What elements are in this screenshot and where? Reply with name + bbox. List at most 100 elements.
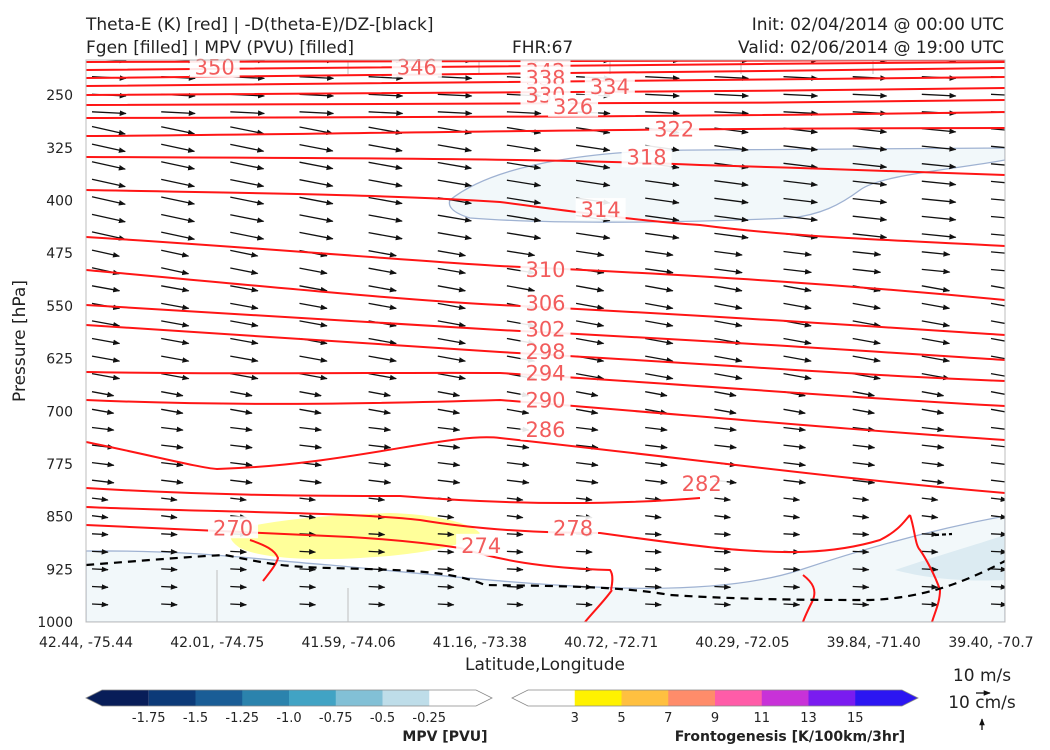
wind-vector bbox=[230, 110, 265, 116]
wind-vector bbox=[783, 531, 801, 538]
wind-vector bbox=[368, 179, 403, 188]
theta-e-line bbox=[86, 324, 1005, 382]
wind-vector bbox=[506, 496, 524, 503]
wind-vector bbox=[852, 444, 876, 450]
wind-vector bbox=[645, 179, 680, 188]
wind-vector bbox=[921, 285, 951, 293]
wind-vector bbox=[161, 496, 178, 503]
wind-vector bbox=[575, 408, 599, 415]
wind-vector bbox=[783, 584, 801, 590]
colorbar-cell bbox=[289, 690, 337, 706]
wind-vector bbox=[714, 268, 743, 275]
x-tick-label: 40.29, -72.05 bbox=[695, 635, 789, 651]
wind-vector bbox=[921, 268, 951, 275]
theta-e-label-bg bbox=[520, 417, 571, 440]
wind-vector bbox=[91, 461, 115, 468]
wind-vector bbox=[299, 110, 335, 116]
wind-vector bbox=[161, 514, 178, 520]
wind-vector bbox=[645, 285, 674, 293]
wind-vector bbox=[783, 110, 819, 116]
wind-vector bbox=[852, 162, 888, 170]
wind-vector bbox=[161, 337, 190, 346]
wind-vector bbox=[368, 408, 391, 415]
colorbar-tick-label: -1.0 bbox=[276, 711, 301, 726]
title-left-line2: Fgen [filled] | MPV (PVU) [filled] bbox=[86, 38, 355, 58]
colorbar-cell bbox=[808, 690, 856, 706]
wind-vector bbox=[645, 232, 680, 240]
wind-vector bbox=[645, 320, 674, 328]
theta-e-label-bg bbox=[676, 472, 727, 495]
wind-vector bbox=[576, 250, 605, 258]
wind-vector bbox=[645, 444, 668, 450]
wind-vector bbox=[783, 92, 819, 99]
colorbar-cell bbox=[382, 690, 430, 706]
theta-e-labels: 3503463423383343303263223183143103063022… bbox=[189, 55, 727, 558]
wind-vector bbox=[161, 531, 178, 538]
forecast-hour: FHR:67 bbox=[512, 38, 574, 58]
wind-vector bbox=[437, 267, 467, 275]
wind-vector bbox=[230, 196, 265, 206]
wind-vector bbox=[576, 179, 611, 188]
wind-vector bbox=[645, 514, 662, 520]
wind-vector bbox=[645, 391, 668, 398]
y-tick-label: 775 bbox=[46, 457, 73, 473]
wind-vector bbox=[852, 268, 882, 275]
wind-vector bbox=[506, 479, 530, 485]
wind-vector bbox=[921, 444, 945, 450]
theta-e-label: 306 bbox=[525, 291, 565, 315]
wind-vector bbox=[852, 145, 888, 152]
wind-vector bbox=[437, 372, 466, 381]
wind-vector bbox=[575, 391, 599, 398]
wind-vector bbox=[852, 320, 881, 328]
wind-vector bbox=[714, 549, 732, 555]
wind-vector bbox=[783, 268, 812, 275]
wind-vector bbox=[990, 93, 1005, 96]
wind-vector bbox=[95, 60, 127, 64]
wind-vector bbox=[299, 196, 334, 206]
wind-vector bbox=[161, 110, 196, 116]
wind-vector bbox=[437, 337, 466, 346]
wind-vector bbox=[299, 391, 322, 398]
wind-vector bbox=[299, 302, 328, 311]
colorbar-cell bbox=[715, 690, 763, 706]
wind-vector bbox=[645, 250, 674, 257]
wind-vector bbox=[506, 514, 524, 520]
wind-vector bbox=[299, 479, 322, 485]
x-tick-label: 41.59, -74.06 bbox=[302, 635, 396, 651]
wind-vector bbox=[506, 250, 536, 258]
wind-vector bbox=[161, 143, 196, 153]
wind-vector bbox=[230, 126, 265, 136]
wind-vector bbox=[990, 163, 1005, 166]
wind-vector bbox=[921, 408, 945, 415]
wind-vector bbox=[230, 302, 259, 311]
wind-vector bbox=[852, 233, 888, 240]
colorbar-cell bbox=[242, 690, 290, 706]
wind-vector bbox=[437, 144, 472, 153]
wind-vector bbox=[921, 92, 957, 99]
wind-vector bbox=[437, 355, 466, 363]
wind-vector bbox=[161, 231, 196, 241]
wind-vector bbox=[230, 337, 259, 346]
wind-vector bbox=[575, 320, 605, 328]
wind-vectors bbox=[91, 60, 1005, 608]
wind-vector bbox=[576, 601, 593, 608]
wind-vector bbox=[576, 232, 611, 241]
wind-vector bbox=[230, 161, 265, 171]
wind-vector bbox=[852, 337, 881, 346]
x-tick-label: 39.40, -70.7 bbox=[948, 635, 1033, 651]
wind-vector bbox=[576, 479, 599, 485]
wind-vector bbox=[783, 145, 818, 152]
wind-vector bbox=[921, 566, 939, 573]
wind-vector bbox=[921, 251, 951, 257]
wind-vector bbox=[299, 496, 316, 503]
wind-vector bbox=[91, 479, 115, 485]
wind-vector bbox=[783, 601, 801, 608]
wind-vector bbox=[161, 267, 190, 276]
wind-vector bbox=[161, 566, 178, 573]
wind-vector bbox=[437, 566, 455, 573]
wind-vector bbox=[368, 479, 392, 485]
colorbar-tick-label: 13 bbox=[800, 711, 817, 726]
fgen-colorbar: 3 5 7 9 11 13 15 Frontogenesis [K/100km/3hr] bbox=[511, 689, 919, 745]
wind-vector bbox=[368, 267, 397, 275]
wind-vector bbox=[714, 215, 749, 223]
